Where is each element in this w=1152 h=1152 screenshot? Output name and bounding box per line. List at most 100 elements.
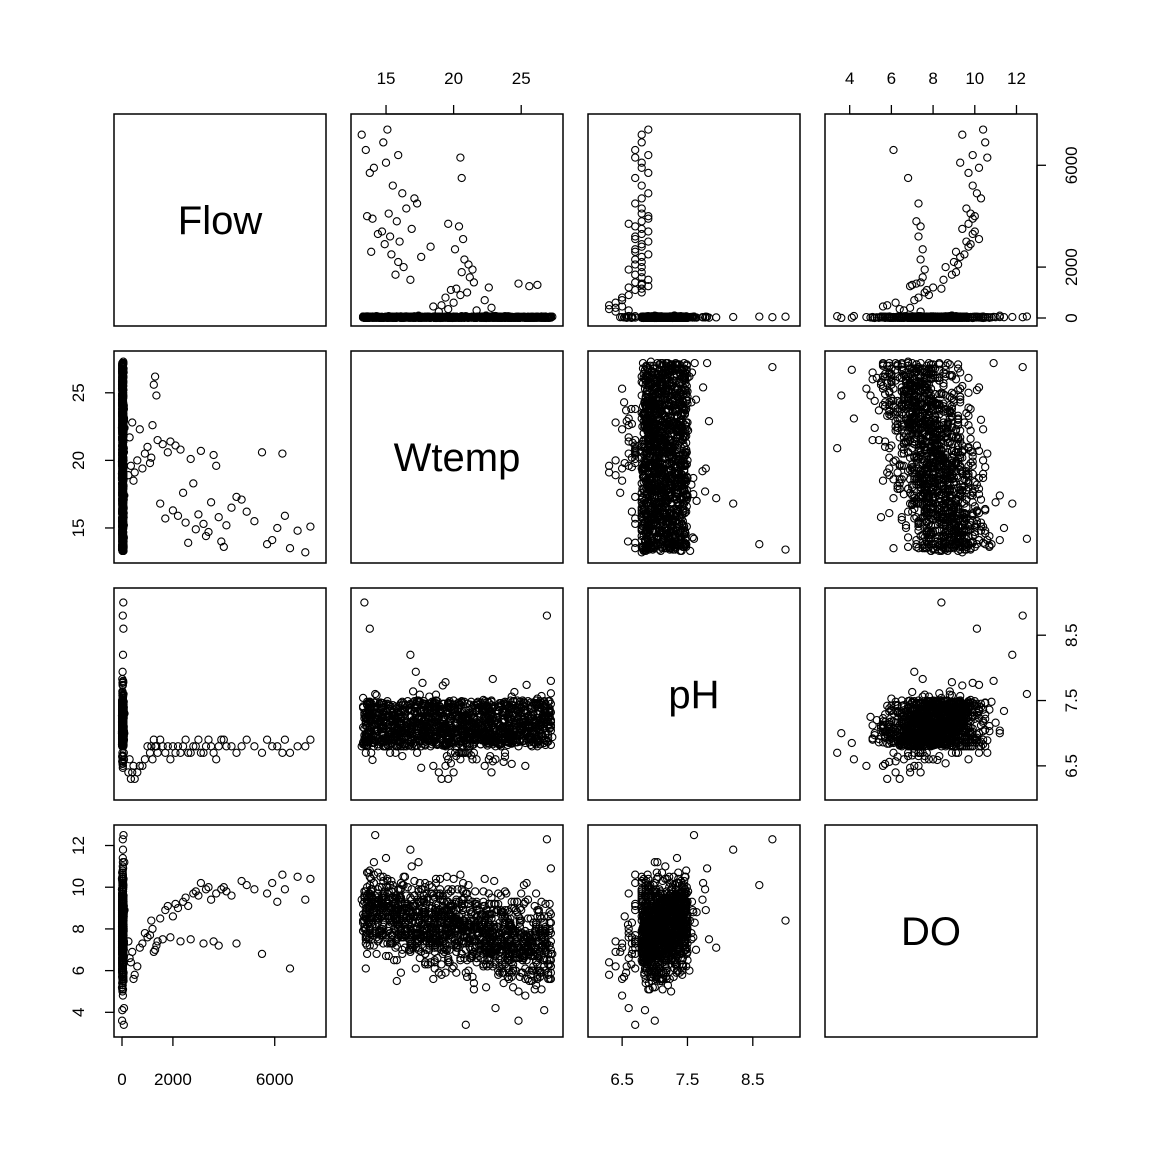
data-point bbox=[466, 274, 473, 281]
data-point bbox=[460, 236, 467, 243]
data-point bbox=[890, 146, 897, 153]
data-point bbox=[157, 500, 164, 507]
data-point bbox=[139, 465, 146, 472]
data-point bbox=[358, 131, 365, 138]
data-point bbox=[274, 524, 281, 531]
data-point bbox=[984, 154, 991, 161]
data-point bbox=[228, 504, 235, 511]
data-point bbox=[465, 261, 472, 268]
data-point bbox=[177, 446, 184, 453]
data-point bbox=[879, 303, 886, 310]
data-point bbox=[982, 139, 989, 146]
data-point bbox=[408, 225, 415, 232]
data-point bbox=[892, 299, 899, 306]
data-point bbox=[269, 537, 276, 544]
data-point bbox=[848, 314, 855, 321]
data-point bbox=[730, 313, 737, 320]
data-point bbox=[638, 131, 645, 138]
data-point bbox=[451, 246, 458, 253]
data-point bbox=[965, 169, 972, 176]
data-point bbox=[458, 269, 465, 276]
data-point bbox=[162, 515, 169, 522]
data-point bbox=[1009, 313, 1016, 320]
data-point bbox=[638, 218, 645, 225]
data-point bbox=[917, 256, 924, 263]
data-point bbox=[632, 174, 639, 181]
data-point bbox=[223, 522, 230, 529]
data-point bbox=[159, 441, 166, 448]
data-point bbox=[1019, 314, 1026, 321]
data-point bbox=[638, 139, 645, 146]
data-point bbox=[180, 489, 187, 496]
data-point bbox=[638, 164, 645, 171]
data-point bbox=[907, 283, 914, 290]
data-point bbox=[387, 233, 394, 240]
data-point bbox=[190, 480, 197, 487]
data-point bbox=[975, 164, 982, 171]
data-point bbox=[977, 195, 984, 202]
data-point bbox=[368, 248, 375, 255]
data-point bbox=[485, 284, 492, 291]
data-point bbox=[445, 306, 452, 313]
data-point bbox=[834, 313, 841, 320]
data-point bbox=[950, 258, 957, 265]
data-point bbox=[141, 450, 148, 457]
data-point bbox=[457, 292, 464, 299]
data-point bbox=[917, 223, 924, 230]
panel-wtemp-vs-flow bbox=[114, 351, 326, 563]
data-point bbox=[279, 450, 286, 457]
data-point bbox=[129, 419, 136, 426]
data-point bbox=[407, 276, 414, 283]
data-point bbox=[366, 169, 373, 176]
data-point bbox=[534, 281, 541, 288]
data-point bbox=[208, 499, 215, 506]
data-point bbox=[185, 539, 192, 546]
data-point bbox=[213, 462, 220, 469]
data-point bbox=[915, 233, 922, 240]
data-point bbox=[782, 313, 789, 320]
data-point bbox=[973, 190, 980, 197]
data-point bbox=[919, 246, 926, 253]
data-point bbox=[144, 443, 151, 450]
data-point bbox=[381, 241, 388, 248]
data-point bbox=[286, 545, 293, 552]
data-point bbox=[307, 523, 314, 530]
data-point bbox=[149, 422, 156, 429]
data-point bbox=[164, 449, 171, 456]
data-point bbox=[957, 159, 964, 166]
data-point bbox=[152, 373, 159, 380]
data-point bbox=[195, 511, 202, 518]
data-point bbox=[905, 174, 912, 181]
data-point bbox=[645, 190, 652, 197]
data-point bbox=[264, 541, 271, 548]
data-point bbox=[187, 455, 194, 462]
data-point bbox=[251, 518, 258, 525]
data-point bbox=[515, 280, 522, 287]
data-point bbox=[942, 264, 949, 271]
data-point bbox=[243, 508, 250, 515]
data-point bbox=[632, 154, 639, 161]
data-point bbox=[625, 266, 632, 273]
data-point bbox=[921, 266, 928, 273]
data-point bbox=[461, 256, 468, 263]
data-point bbox=[756, 313, 763, 320]
data-point bbox=[281, 512, 288, 519]
data-point bbox=[481, 297, 488, 304]
data-point bbox=[258, 449, 265, 456]
data-point bbox=[645, 169, 652, 176]
data-point bbox=[955, 261, 962, 268]
data-point bbox=[302, 549, 309, 556]
data-point bbox=[940, 276, 947, 283]
data-point bbox=[134, 457, 141, 464]
data-point bbox=[896, 306, 903, 313]
data-point bbox=[136, 426, 143, 433]
data-point bbox=[969, 182, 976, 189]
data-point bbox=[638, 195, 645, 202]
data-point bbox=[169, 507, 176, 514]
data-point bbox=[150, 381, 157, 388]
panel-frame bbox=[825, 114, 1037, 326]
data-point bbox=[395, 152, 402, 159]
data-point bbox=[632, 146, 639, 153]
panel-flow-vs-wtemp bbox=[351, 114, 563, 326]
